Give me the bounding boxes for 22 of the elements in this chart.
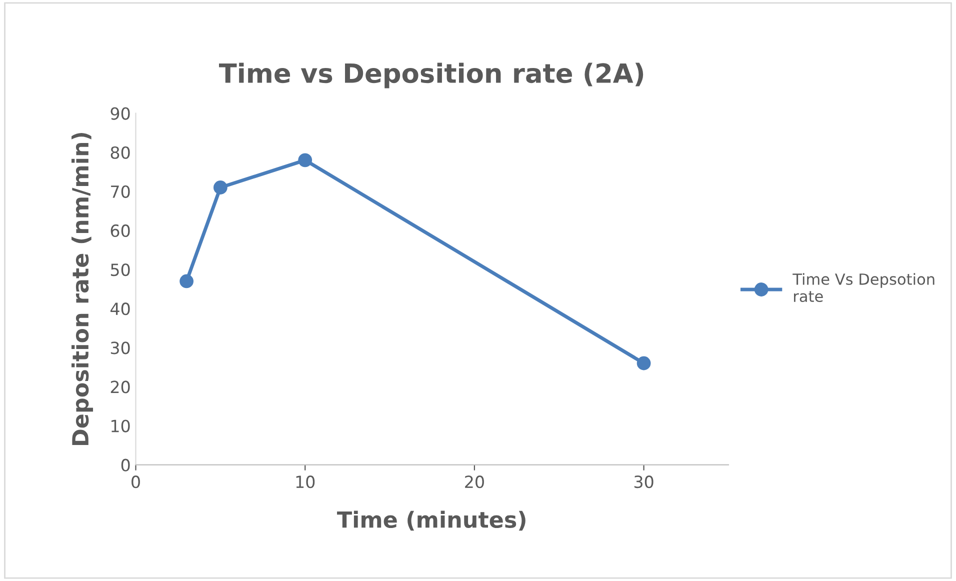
chart-title: Time vs Deposition rate (2A) (218, 62, 644, 88)
y-tick-label: 0 (121, 458, 130, 472)
point (180, 274, 194, 288)
x-tick-label: 30 (634, 476, 654, 488)
y-tick-label: 80 (110, 146, 130, 159)
x-tick-label: 0 (132, 476, 140, 488)
y-axis-title: Deposition rate (nm/min) (72, 132, 94, 445)
y-tick-label: 10 (112, 420, 130, 432)
y-tick-label: 50 (110, 263, 130, 276)
y-tick-label: 30 (110, 342, 130, 354)
point (213, 180, 228, 194)
point (636, 356, 651, 370)
y-tick-label: 70 (111, 185, 130, 198)
point (298, 153, 312, 168)
x-tick-label: 20 (465, 476, 484, 488)
legend-label: Time Vs Depsotion rate (792, 273, 934, 302)
x-tick-label: 10 (296, 476, 315, 488)
y-tick-label: 60 (110, 224, 130, 238)
y-tick-label: 20 (110, 380, 130, 394)
y-tick-label: 40 (110, 302, 130, 316)
y-tick-label: 90 (110, 107, 130, 120)
x-axis-title: Time (minutes) (337, 510, 526, 531)
